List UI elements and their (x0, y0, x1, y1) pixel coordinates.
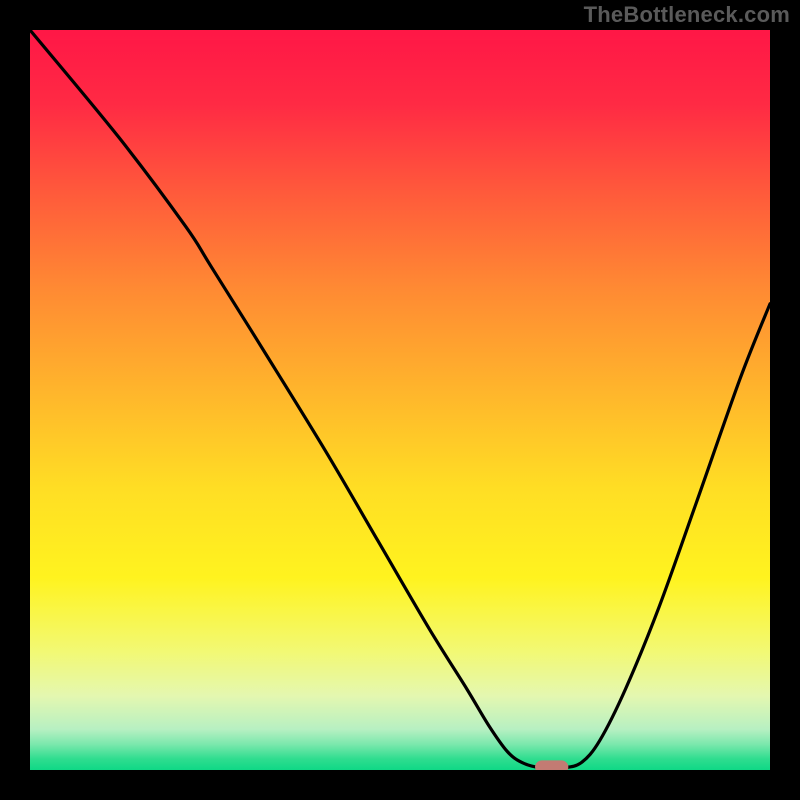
gradient-background (30, 30, 770, 770)
chart-stage: TheBottleneck.com (0, 0, 800, 800)
bottleneck-chart (0, 0, 800, 800)
optimal-marker (535, 760, 568, 773)
